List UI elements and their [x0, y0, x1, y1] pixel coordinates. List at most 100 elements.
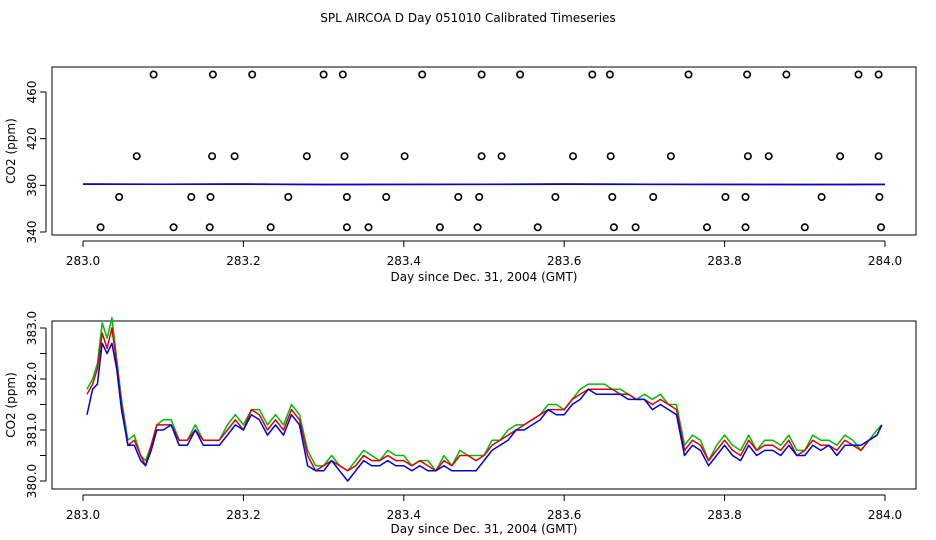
y-tick-label: 420	[25, 127, 39, 150]
data-point	[702, 223, 711, 232]
line-panel-x-axis: 283.0 283.2 283.4 283.6 283.8 284.0	[66, 494, 902, 522]
data-point	[96, 223, 105, 232]
y-tick-label: 380.0	[25, 464, 39, 498]
y-tick-label: 382.0	[25, 362, 39, 396]
data-point	[382, 193, 391, 202]
data-point	[115, 193, 124, 202]
data-point	[473, 223, 482, 232]
data-point	[817, 193, 826, 202]
data-point	[764, 152, 773, 161]
data-point	[187, 193, 196, 202]
data-point	[475, 193, 484, 202]
data-point	[342, 193, 351, 202]
data-point	[608, 193, 617, 202]
scatter-panel-y-axis: 340 380 420 460	[25, 81, 47, 244]
line-panel-y-axis-title: CO2 (ppm)	[4, 372, 18, 438]
y-tick-label: 380	[25, 174, 39, 197]
data-point	[342, 223, 351, 232]
data-point	[206, 193, 215, 202]
scatter-panel: 283.0 283.2 283.4 283.6 283.8 284.0 340 380 420…	[4, 66, 917, 284]
data-point	[302, 152, 311, 161]
x-tick-label: 283.6	[547, 508, 581, 522]
data-point	[836, 152, 845, 161]
data-point	[266, 223, 275, 232]
scatter-panel-y-axis-title: CO2 (ppm)	[4, 118, 18, 184]
data-point	[874, 70, 883, 79]
x-tick-label: 283.6	[547, 254, 581, 268]
x-tick-label: 283.2	[226, 254, 260, 268]
y-tick-label: 460	[25, 81, 39, 104]
data-point	[132, 152, 141, 161]
data-point	[284, 193, 293, 202]
y-tick-label: 383.0	[25, 311, 39, 345]
data-point	[454, 193, 463, 202]
scatter-panel-x-axis-title: Day since Dec. 31, 2004 (GMT)	[391, 270, 578, 284]
data-point	[208, 70, 217, 79]
data-point	[551, 193, 560, 202]
data-point	[684, 70, 693, 79]
data-point	[605, 70, 614, 79]
line-plot-frame	[51, 320, 917, 490]
data-point	[876, 223, 885, 232]
x-tick-label: 283.2	[226, 508, 260, 522]
data-point	[743, 70, 752, 79]
data-point	[649, 193, 658, 202]
data-point	[400, 152, 409, 161]
data-point	[208, 152, 217, 161]
data-point	[800, 223, 809, 232]
y-tick-label: 340	[25, 221, 39, 244]
x-tick-label: 283.8	[707, 254, 741, 268]
data-point	[874, 152, 883, 161]
data-point	[340, 152, 349, 161]
data-point	[169, 223, 178, 232]
data-point	[477, 152, 486, 161]
series-line-2	[86, 342, 883, 482]
x-tick-label: 283.0	[66, 254, 100, 268]
data-point	[741, 193, 750, 202]
line-panel-series	[86, 317, 883, 482]
data-point	[516, 70, 525, 79]
data-point	[497, 152, 506, 161]
data-point	[149, 70, 158, 79]
scatter-panel-points	[96, 70, 885, 232]
data-point	[588, 70, 597, 79]
data-point	[364, 223, 373, 232]
data-point	[741, 223, 750, 232]
line-panel: 283.0 283.2 283.4 283.6 283.8 284.0 380.0 381.…	[4, 311, 917, 536]
scatter-panel-x-axis: 283.0 283.2 283.4 283.6 283.8 284.0	[66, 240, 902, 268]
data-point	[477, 70, 486, 79]
chart-title: SPL AIRCOA D Day 051010 Calibrated Times…	[320, 11, 615, 25]
scatter-panel-series	[82, 183, 886, 186]
data-point	[418, 70, 427, 79]
series-line-0	[86, 317, 883, 472]
data-point	[743, 152, 752, 161]
x-tick-label: 283.0	[66, 508, 100, 522]
series-line-1	[86, 327, 883, 472]
x-tick-label: 284.0	[868, 508, 902, 522]
data-point	[319, 70, 328, 79]
line-panel-y-axis: 380.0 381.0 382.0 383.0	[25, 311, 47, 498]
data-point	[782, 70, 791, 79]
x-tick-label: 283.4	[387, 508, 421, 522]
data-point	[875, 193, 884, 202]
y-tick-label: 381.0	[25, 413, 39, 447]
data-point	[568, 152, 577, 161]
data-point	[609, 223, 618, 232]
data-point	[338, 70, 347, 79]
data-point	[533, 223, 542, 232]
data-point	[854, 70, 863, 79]
scatter-plot-frame	[51, 66, 917, 236]
x-tick-label: 284.0	[868, 254, 902, 268]
data-point	[606, 152, 615, 161]
data-point	[631, 223, 640, 232]
x-tick-label: 283.4	[387, 254, 421, 268]
data-point	[721, 193, 730, 202]
data-point	[666, 152, 675, 161]
data-point	[205, 223, 214, 232]
data-point	[248, 70, 257, 79]
line-panel-x-axis-title: Day since Dec. 31, 2004 (GMT)	[391, 522, 578, 536]
data-point	[435, 223, 444, 232]
data-point	[230, 152, 239, 161]
x-tick-label: 283.8	[707, 508, 741, 522]
